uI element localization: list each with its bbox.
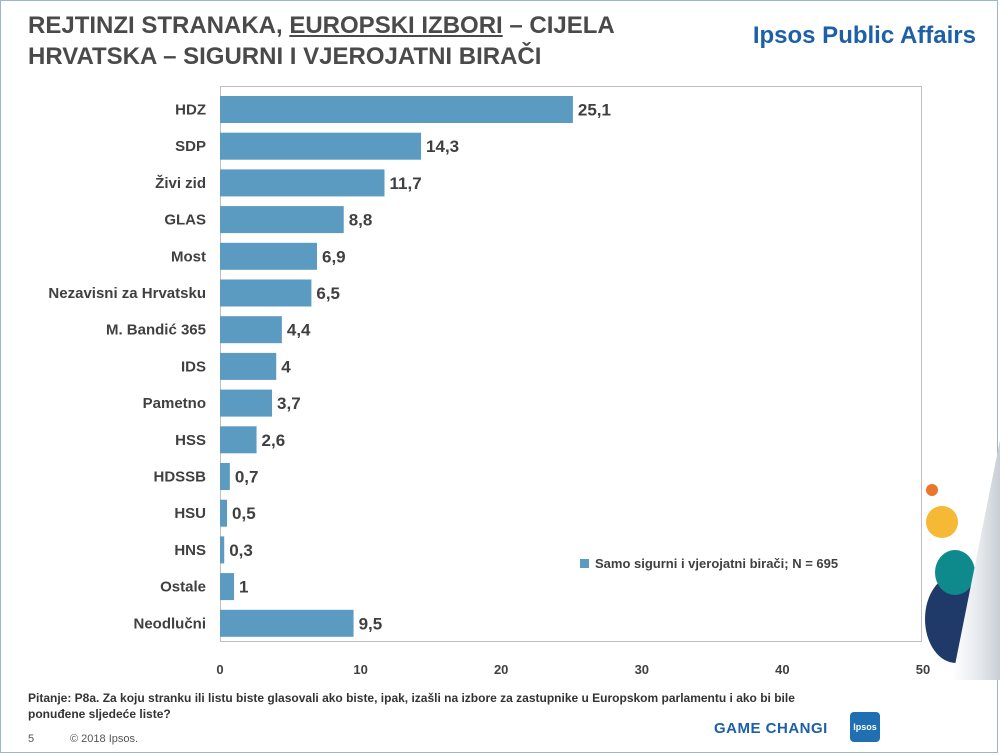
data-label: 4 <box>281 357 291 376</box>
bar <box>220 96 573 123</box>
chart-legend: Samo sigurni i vjerojatni birači; N = 69… <box>580 556 838 571</box>
category-label: HDZ <box>175 102 206 119</box>
bar <box>220 206 344 234</box>
title-part1: REJTINZI STRANAKA, <box>28 12 290 39</box>
title-underlined: EUROPSKI IZBORI <box>289 12 503 39</box>
category-label: GLAS <box>164 212 206 229</box>
page-number: 5 <box>28 733 35 745</box>
category-label: Ostale <box>160 579 206 596</box>
data-label: 0,3 <box>229 541 253 560</box>
bar <box>220 279 312 307</box>
bar <box>220 389 273 417</box>
legend-swatch <box>580 559 589 568</box>
x-tick-label: 50 <box>916 662 930 677</box>
bar <box>220 426 257 454</box>
decor-dot-orange <box>926 484 938 496</box>
category-label: Pametno <box>143 395 206 412</box>
data-label: 11,7 <box>390 174 422 193</box>
data-label: 0,5 <box>232 504 256 523</box>
category-label: Nezavisni za Hrvatsku <box>48 285 206 302</box>
category-label: Živi zid <box>155 174 206 192</box>
category-label: HSS <box>175 432 206 449</box>
bar <box>220 536 225 564</box>
slide-title: REJTINZI STRANAKA, EUROPSKI IZBORI – CIJ… <box>28 10 748 72</box>
category-label: HSU <box>174 505 206 522</box>
bar <box>220 242 318 270</box>
category-label: M. Bandić 365 <box>106 322 206 339</box>
copyright: © 2018 Ipsos. <box>70 733 139 745</box>
data-label: 25,1 <box>578 101 611 120</box>
data-label: 0,7 <box>235 468 259 487</box>
bar <box>220 132 422 160</box>
bar <box>220 352 277 380</box>
brand-name: Ipsos Public Affairs <box>752 22 976 49</box>
category-label: HDSSB <box>153 469 206 486</box>
x-tick-label: 10 <box>353 662 367 677</box>
data-label: 9,5 <box>359 614 383 633</box>
bar <box>220 316 282 344</box>
data-label: 6,9 <box>322 247 346 266</box>
data-label: 2,6 <box>262 431 286 450</box>
decor-circle-yellow <box>926 506 958 538</box>
data-label: 8,8 <box>349 211 373 230</box>
x-tick-label: 20 <box>494 662 508 677</box>
bar-chart: HDZ 25,1 SDP 14,3 Živi zid 11,7 GLAS 8,8 Most 6,9… <box>48 96 930 677</box>
data-label: 3,7 <box>277 394 301 413</box>
question-footnote: Pitanje: P8a. Za koju stranku ili listu … <box>28 691 795 721</box>
bar <box>220 499 228 527</box>
data-label: 4,4 <box>287 321 311 340</box>
data-label: 14,3 <box>426 137 459 156</box>
footer-tagline: GAME CHANGI <box>714 720 828 737</box>
category-label: HNS <box>174 542 206 559</box>
data-label: 6,5 <box>316 284 340 303</box>
bar <box>220 609 354 637</box>
x-tick-label: 30 <box>635 662 649 677</box>
category-label: Neodlučni <box>133 615 206 632</box>
decor-shape-teal <box>935 550 975 595</box>
bar <box>220 573 235 601</box>
category-label: Most <box>171 248 206 265</box>
title-part2: – CIJELA HRVATSKA – SIGURNI I VJEROJATNI… <box>28 12 614 70</box>
category-label: IDS <box>181 358 206 375</box>
legend-label: Samo sigurni i vjerojatni birači; N = 69… <box>595 556 839 571</box>
data-label: 1 <box>239 578 248 597</box>
ipsos-logo-text: Ipsos <box>853 722 877 732</box>
bar <box>220 169 385 197</box>
bar <box>220 463 230 490</box>
category-label: SDP <box>175 138 206 155</box>
x-tick-label: 40 <box>775 662 789 677</box>
ipsos-logo: Ipsos <box>850 712 880 742</box>
x-tick-label: 0 <box>216 662 223 677</box>
